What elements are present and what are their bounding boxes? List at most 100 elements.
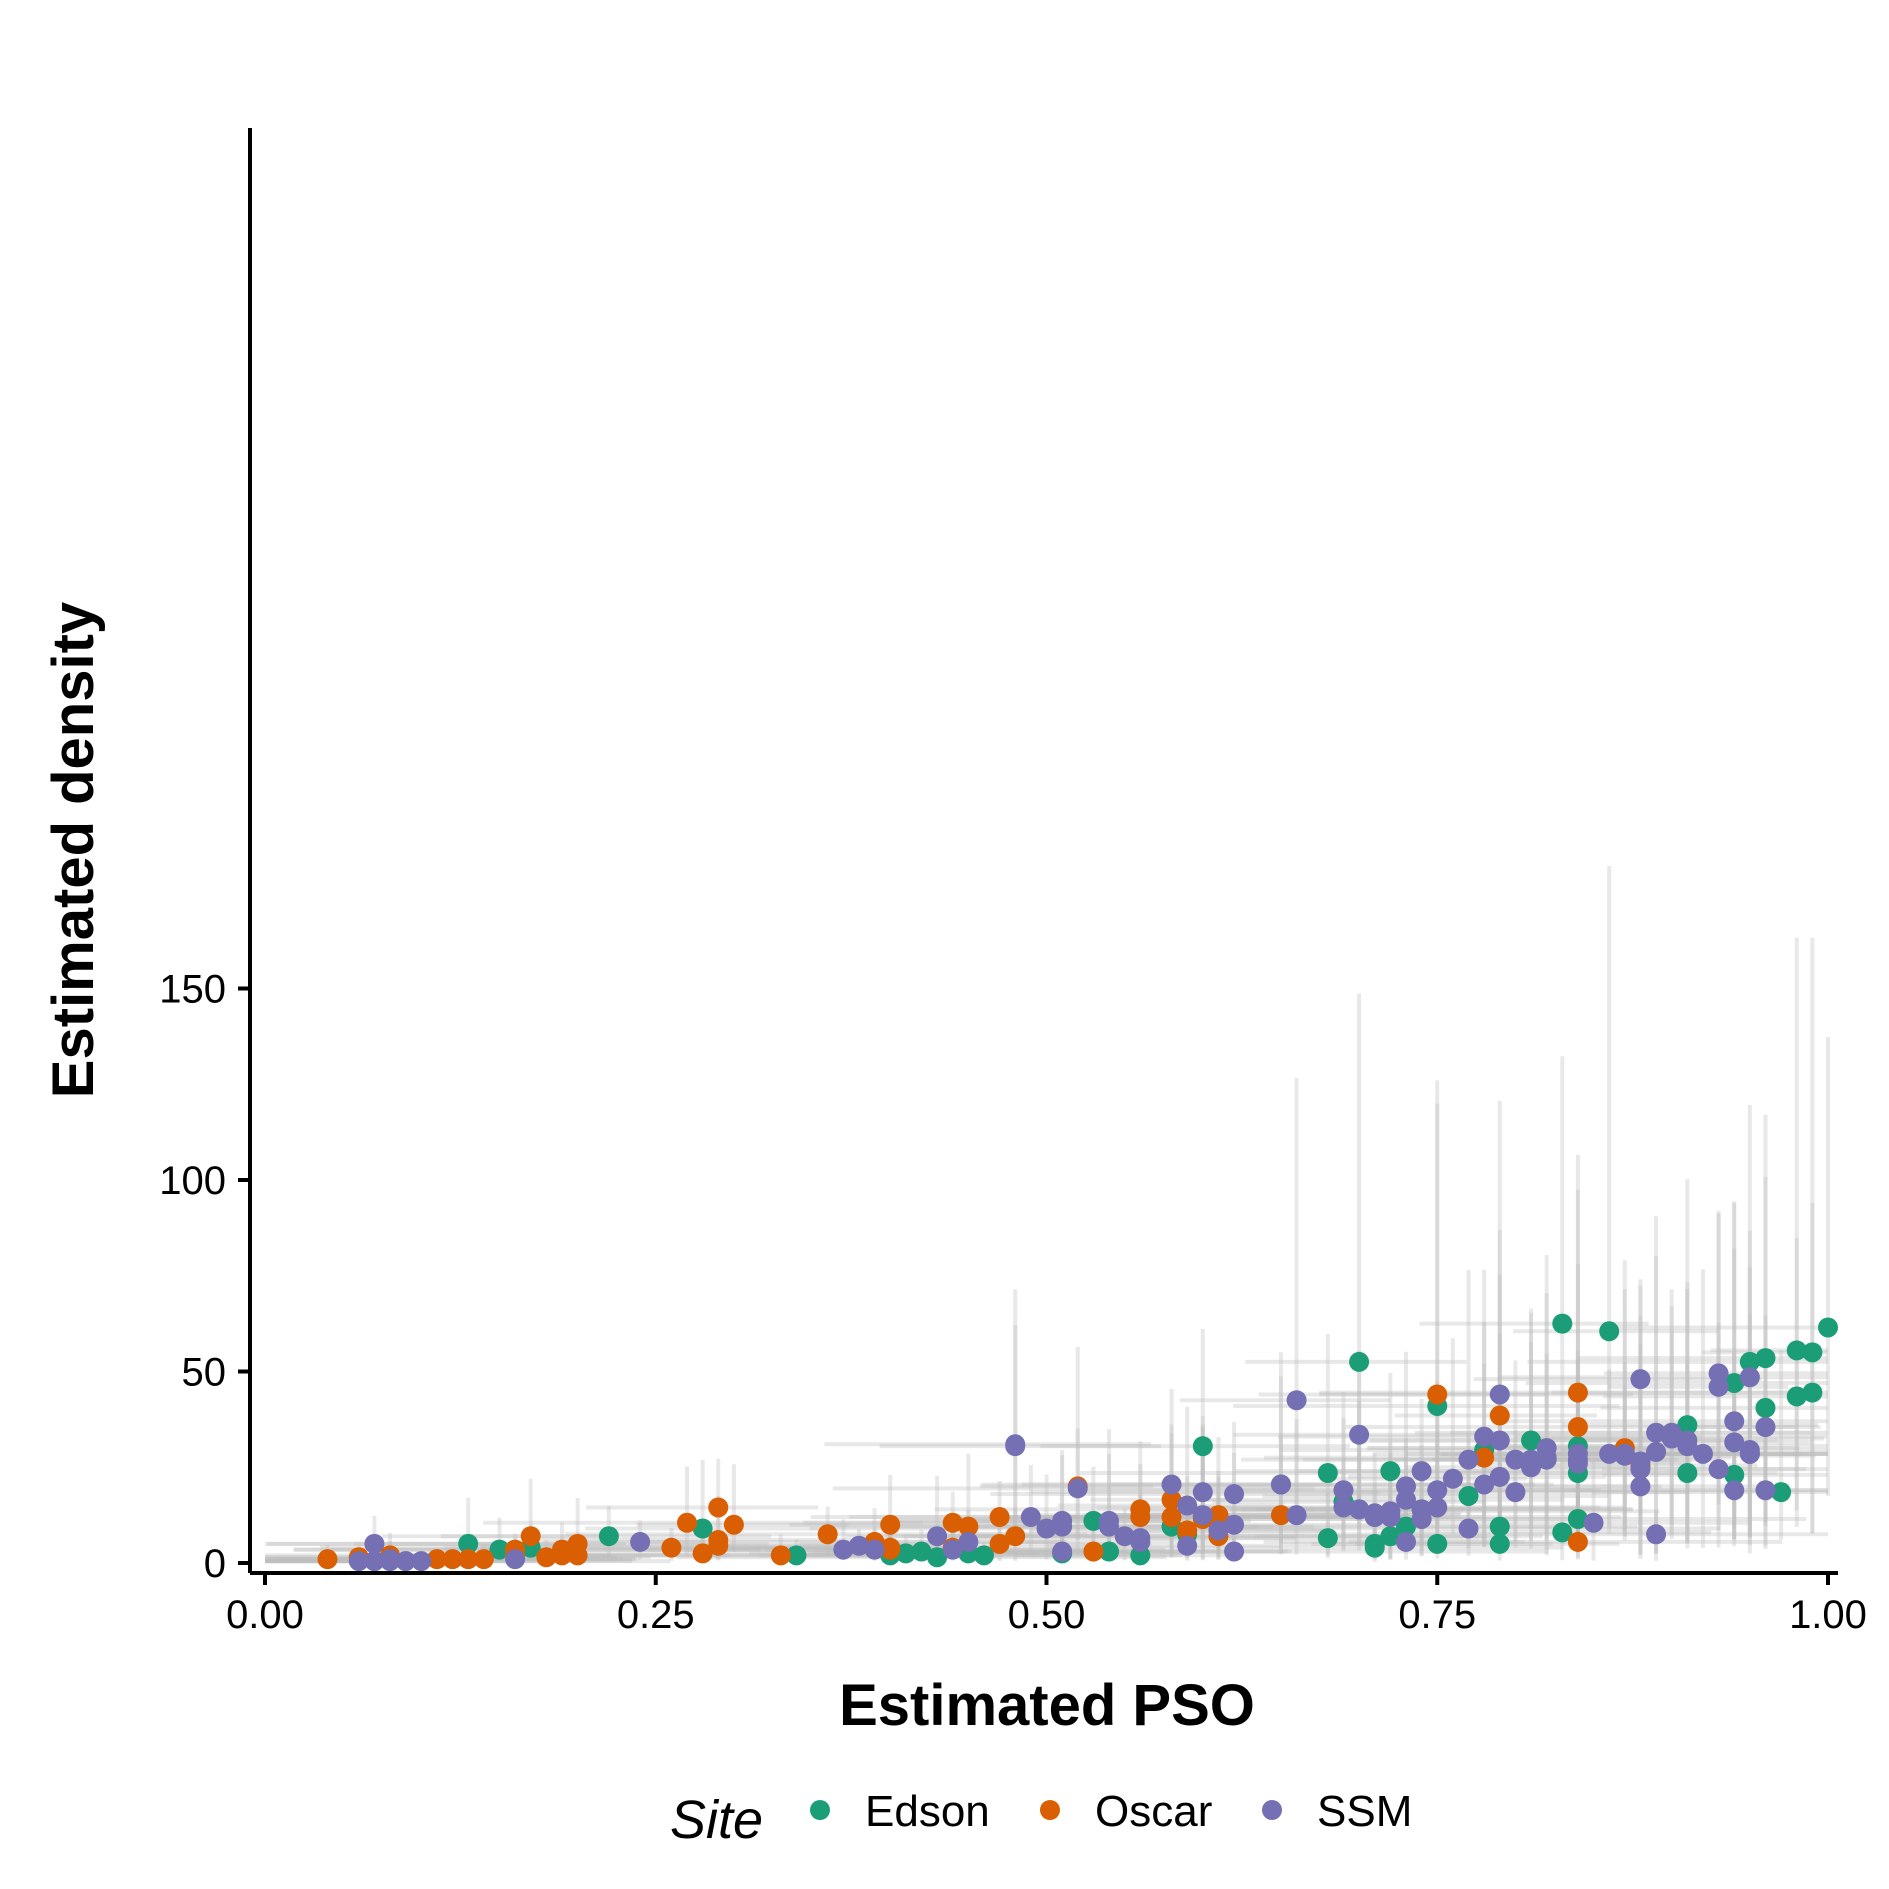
data-point-ssm xyxy=(1349,1499,1370,1520)
legend-label-edson: Edson xyxy=(865,1787,990,1836)
data-point-oscar xyxy=(1130,1507,1151,1528)
data-point-oscar xyxy=(1161,1507,1182,1528)
data-point-ssm xyxy=(1614,1443,1635,1464)
data-point-edson xyxy=(598,1526,619,1547)
data-point-edson xyxy=(1349,1351,1370,1372)
data-point-oscar xyxy=(442,1549,463,1570)
data-point-oscar xyxy=(317,1549,338,1570)
data-point-ssm xyxy=(1505,1449,1526,1470)
data-point-oscar xyxy=(708,1497,729,1518)
data-point-edson xyxy=(1786,1386,1807,1407)
data-point-ssm xyxy=(1286,1390,1307,1411)
data-point-oscar xyxy=(1567,1531,1588,1552)
y-tick-label: 100 xyxy=(159,1159,226,1203)
data-point-ssm xyxy=(927,1526,948,1547)
data-point-oscar xyxy=(1083,1541,1104,1562)
data-point-edson xyxy=(1818,1317,1838,1338)
data-point-oscar xyxy=(473,1549,494,1570)
data-point-oscar xyxy=(1208,1505,1229,1526)
data-point-ssm xyxy=(1489,1430,1510,1451)
data-point-ssm xyxy=(1474,1426,1495,1447)
data-point-ssm xyxy=(833,1539,854,1560)
data-point-ssm xyxy=(1224,1514,1245,1535)
data-point-oscar xyxy=(708,1535,729,1556)
y-axis-title: Estimated density xyxy=(41,602,106,1098)
data-point-ssm xyxy=(1646,1441,1667,1462)
data-point-ssm xyxy=(1724,1432,1745,1453)
data-point-edson xyxy=(973,1545,994,1566)
data-point-edson xyxy=(1395,1516,1416,1537)
error-bars xyxy=(265,865,1830,1564)
data-point-edson xyxy=(1677,1462,1698,1483)
data-point-ssm xyxy=(380,1551,401,1572)
data-point-ssm xyxy=(1583,1512,1604,1533)
data-point-edson xyxy=(1552,1522,1573,1543)
data-point-oscar xyxy=(536,1547,557,1568)
data-point-edson xyxy=(1489,1533,1510,1554)
data-point-ssm xyxy=(1192,1482,1213,1503)
data-point-oscar xyxy=(426,1549,447,1570)
data-point-ssm xyxy=(1333,1497,1354,1518)
data-point-ssm xyxy=(1692,1443,1713,1464)
data-point-edson xyxy=(1677,1415,1698,1436)
legend-label-oscar: Oscar xyxy=(1095,1787,1212,1836)
data-point-oscar xyxy=(1005,1526,1026,1547)
data-point-ssm xyxy=(1192,1505,1213,1526)
data-point-oscar xyxy=(567,1533,588,1554)
data-point-edson xyxy=(1380,1461,1401,1482)
data-point-ssm xyxy=(1755,1417,1776,1438)
data-point-edson xyxy=(1802,1342,1823,1363)
x-tick-label: 1.00 xyxy=(1789,1593,1867,1637)
legend-key-ssm xyxy=(1262,1800,1282,1820)
data-point-ssm xyxy=(630,1531,651,1552)
data-point-ssm xyxy=(1395,1531,1416,1552)
data-point-edson xyxy=(786,1545,807,1566)
data-point-edson xyxy=(895,1543,916,1564)
data-point-ssm xyxy=(1224,1484,1245,1505)
data-point-oscar xyxy=(1474,1447,1495,1468)
data-point-edson xyxy=(1489,1516,1510,1537)
data-point-ssm xyxy=(1755,1480,1776,1501)
data-point-edson xyxy=(927,1547,948,1568)
data-point-ssm xyxy=(1458,1449,1479,1470)
data-point-ssm xyxy=(1661,1422,1682,1443)
legend-label-ssm: SSM xyxy=(1317,1787,1412,1836)
data-point-ssm xyxy=(1567,1453,1588,1474)
data-point-oscar xyxy=(1161,1489,1182,1510)
data-point-oscar xyxy=(677,1512,698,1533)
x-tick-label: 0.50 xyxy=(1008,1593,1086,1637)
data-point-ssm xyxy=(1380,1501,1401,1522)
data-point-ssm xyxy=(1677,1436,1698,1457)
data-point-edson xyxy=(1755,1348,1776,1369)
data-point-oscar xyxy=(817,1524,838,1545)
data-point-oscar xyxy=(989,1533,1010,1554)
data-point-ssm xyxy=(1395,1476,1416,1497)
data-point-ssm xyxy=(1630,1459,1651,1480)
data-point-ssm xyxy=(1333,1480,1354,1501)
data-point-ssm xyxy=(1177,1535,1198,1556)
data-point-oscar xyxy=(1427,1384,1448,1405)
data-point-ssm xyxy=(1349,1424,1370,1445)
x-ticks: 0.00 0.25 0.50 0.75 1.00 xyxy=(226,1573,1867,1637)
data-point-ssm xyxy=(1052,1541,1073,1562)
data-point-ssm xyxy=(1442,1468,1463,1489)
data-point-ssm xyxy=(864,1539,885,1560)
data-point-ssm xyxy=(411,1551,432,1572)
x-tick-label: 0.75 xyxy=(1398,1593,1476,1637)
data-point-edson xyxy=(1083,1510,1104,1531)
legend-title: Site xyxy=(670,1790,763,1850)
data-point-ssm xyxy=(1364,1507,1385,1528)
data-point-ssm xyxy=(1536,1447,1557,1468)
data-point-ssm xyxy=(1739,1367,1760,1388)
data-point-edson xyxy=(1317,1528,1338,1549)
data-point-ssm xyxy=(1489,1384,1510,1405)
y-ticks: 0 50 100 150 xyxy=(159,968,250,1586)
axes xyxy=(248,128,1838,1575)
data-point-oscar xyxy=(1489,1405,1510,1426)
legend-key-oscar xyxy=(1040,1800,1060,1820)
data-point-ssm xyxy=(1521,1449,1542,1470)
data-point-ssm xyxy=(1724,1480,1745,1501)
data-point-oscar xyxy=(1567,1382,1588,1403)
data-point-ssm xyxy=(1036,1518,1057,1539)
